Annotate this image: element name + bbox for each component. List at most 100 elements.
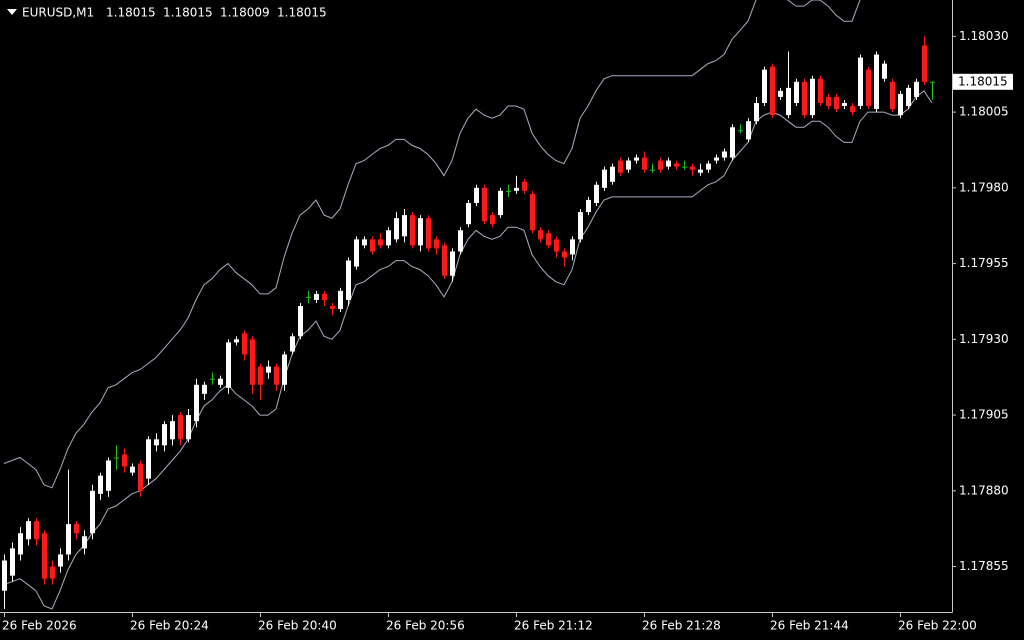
candle-body bbox=[738, 130, 743, 132]
x-tick-label: 26 Feb 20:24 bbox=[130, 619, 209, 633]
candle-body bbox=[194, 384, 199, 422]
candle-body bbox=[346, 260, 351, 300]
candle-body bbox=[794, 81, 799, 104]
candle-body bbox=[930, 81, 935, 83]
chart-title: EURUSD,M1 bbox=[22, 6, 94, 20]
header-high: 1.18015 bbox=[163, 6, 213, 20]
header-open: 1.18015 bbox=[106, 6, 156, 20]
candle-body bbox=[706, 163, 711, 170]
candle-body bbox=[490, 215, 495, 225]
candle-body bbox=[258, 366, 263, 385]
candle-body bbox=[26, 521, 31, 540]
candle-body bbox=[378, 239, 383, 246]
candle-body bbox=[874, 54, 879, 110]
candle-body bbox=[538, 230, 543, 240]
candle-body bbox=[642, 157, 647, 170]
current-price-box bbox=[953, 73, 1013, 90]
candle-body bbox=[226, 342, 231, 388]
candle-body bbox=[818, 78, 823, 104]
candle-body bbox=[714, 157, 719, 161]
x-tick-label: 26 Feb 20:40 bbox=[258, 619, 337, 633]
candle-body bbox=[394, 218, 399, 240]
candle-body bbox=[610, 166, 615, 182]
candle-body bbox=[314, 293, 319, 300]
candle-body bbox=[426, 218, 431, 249]
candle-body bbox=[202, 384, 207, 394]
candle-body bbox=[122, 454, 127, 467]
candle-body bbox=[330, 306, 335, 310]
candle-body bbox=[242, 333, 247, 355]
x-tick-label: 26 Feb 22:00 bbox=[898, 619, 977, 633]
candle-body bbox=[410, 215, 415, 246]
candle-body bbox=[362, 239, 367, 246]
candle-body bbox=[178, 415, 183, 440]
candle-body bbox=[842, 103, 847, 107]
candle-body bbox=[698, 169, 703, 173]
candle-body bbox=[906, 87, 911, 107]
candle-body bbox=[754, 103, 759, 122]
candle-body bbox=[770, 66, 775, 116]
candle-body bbox=[354, 239, 359, 267]
y-tick-label: 1.17880 bbox=[959, 483, 1009, 497]
candle-body bbox=[530, 193, 535, 231]
candle-body bbox=[594, 184, 599, 203]
candle-body bbox=[42, 533, 47, 579]
y-tick-label: 1.17980 bbox=[959, 180, 1009, 194]
candle-body bbox=[50, 566, 55, 579]
candle-body bbox=[250, 339, 255, 385]
candle-body bbox=[730, 127, 735, 158]
plot-area bbox=[2, 0, 935, 610]
candle-body bbox=[442, 245, 447, 276]
x-tick-label: 26 Feb 21:28 bbox=[642, 619, 721, 633]
candle-body bbox=[562, 251, 567, 258]
candle-body bbox=[474, 187, 479, 203]
candle-body bbox=[322, 293, 327, 300]
candle-body bbox=[690, 166, 695, 170]
candle-body bbox=[498, 190, 503, 216]
current-price-label: 1.18015 bbox=[958, 74, 1008, 88]
x-tick-label: 26 Feb 2026 bbox=[2, 619, 77, 633]
candle-body bbox=[114, 457, 119, 459]
candle-body bbox=[810, 78, 815, 116]
candle-body bbox=[522, 181, 527, 191]
y-tick-label: 1.17930 bbox=[959, 332, 1009, 346]
candle-body bbox=[634, 157, 639, 161]
candle-body bbox=[154, 439, 159, 446]
candle-body bbox=[90, 490, 95, 534]
y-tick-label: 1.18030 bbox=[959, 29, 1009, 43]
symbol-menu-arrow[interactable] bbox=[7, 9, 17, 15]
y-tick-label: 1.17855 bbox=[959, 559, 1009, 573]
candle-body bbox=[370, 239, 375, 252]
candle-body bbox=[98, 475, 103, 494]
candle-body bbox=[106, 460, 111, 491]
candle-body bbox=[914, 81, 919, 97]
candle-body bbox=[554, 239, 559, 252]
y-tick-label: 1.17905 bbox=[959, 408, 1009, 422]
candle-body bbox=[666, 160, 671, 167]
candle-body bbox=[338, 290, 343, 310]
candle-body bbox=[130, 466, 135, 473]
candle-body bbox=[762, 69, 767, 104]
candle-body bbox=[466, 202, 471, 225]
candle-body bbox=[450, 251, 455, 276]
y-tick-label: 1.17955 bbox=[959, 256, 1009, 270]
candle-body bbox=[146, 439, 151, 479]
header-close: 1.18015 bbox=[277, 6, 327, 20]
candle-body bbox=[10, 548, 15, 576]
candle-body bbox=[82, 536, 87, 549]
candle-body bbox=[74, 524, 79, 534]
x-tick-label: 26 Feb 20:56 bbox=[386, 619, 465, 633]
x-tick-label: 26 Feb 21:12 bbox=[514, 619, 593, 633]
candle-body bbox=[434, 239, 439, 249]
candle-body bbox=[650, 169, 655, 171]
candle-body bbox=[602, 169, 607, 188]
x-tick-label: 26 Feb 21:44 bbox=[770, 619, 849, 633]
candle-body bbox=[234, 339, 239, 343]
candle-body bbox=[458, 230, 463, 252]
candle-body bbox=[306, 296, 311, 298]
candle-body bbox=[2, 560, 7, 591]
candle-body bbox=[834, 96, 839, 110]
y-tick-label: 1.18005 bbox=[959, 105, 1009, 119]
candle-body bbox=[218, 378, 223, 385]
candle-body bbox=[746, 121, 751, 140]
